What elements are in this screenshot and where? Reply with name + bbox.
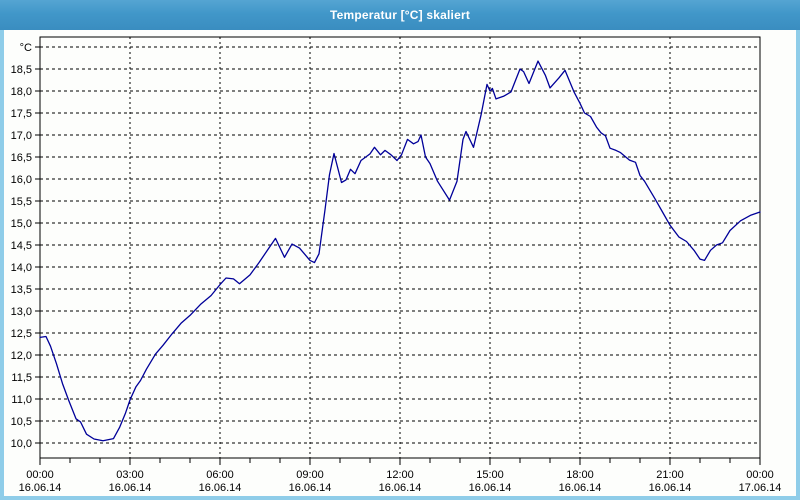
x-tick-date-label: 16.06.14 bbox=[559, 482, 602, 494]
y-tick-label: 16,5 bbox=[11, 152, 32, 164]
x-tick-time-label: 18:00 bbox=[566, 469, 594, 481]
x-tick-time-label: 12:00 bbox=[386, 469, 414, 481]
x-tick-date-label: 16.06.14 bbox=[469, 482, 512, 494]
x-tick-time-label: 06:00 bbox=[206, 469, 234, 481]
x-tick-time-label: 00:00 bbox=[26, 469, 54, 481]
y-tick-label: 11,0 bbox=[11, 394, 32, 406]
x-tick-date-label: 16.06.14 bbox=[109, 482, 152, 494]
x-tick-date-label: 16.06.14 bbox=[649, 482, 692, 494]
window-title: Temperatur [°C] skaliert bbox=[329, 8, 471, 22]
y-tick-label: 10,5 bbox=[11, 416, 32, 428]
y-tick-label: 14,5 bbox=[11, 240, 32, 252]
y-tick-label: 10,0 bbox=[11, 438, 32, 450]
plot-border bbox=[39, 36, 761, 459]
temperature-curve bbox=[39, 60, 761, 442]
y-tick-label: 12,0 bbox=[11, 350, 32, 362]
y-axis-unit-label: °C bbox=[20, 42, 32, 54]
y-tick-label: 17,0 bbox=[11, 130, 32, 142]
y-tick-label: 13,0 bbox=[11, 306, 32, 318]
x-tick-time-label: 00:00 bbox=[746, 469, 774, 481]
y-tick-label: 15,5 bbox=[11, 196, 32, 208]
y-tick-label: 18,0 bbox=[11, 86, 32, 98]
temperature-chart: 10,0 10,5 11,0 11,5 12,0 12,5 13,0 13,5 14,0 14,5… bbox=[11, 36, 782, 494]
y-tick-label: 15,0 bbox=[11, 218, 32, 230]
x-tick-date-label: 16.06.14 bbox=[289, 482, 332, 494]
y-tick-label: 18,5 bbox=[11, 64, 32, 76]
y-tick-label: 16,0 bbox=[11, 174, 32, 186]
x-tick-time-label: 15:00 bbox=[476, 469, 504, 481]
x-tick-time-label: 09:00 bbox=[296, 469, 324, 481]
y-tick-label: 13,5 bbox=[11, 284, 32, 296]
x-tick-date-label: 16.06.14 bbox=[199, 482, 242, 494]
y-tick-label: 17,5 bbox=[11, 108, 32, 120]
y-tick-label: 14,0 bbox=[11, 262, 32, 274]
x-tick-date-label: 16.06.14 bbox=[19, 482, 62, 494]
window-titlebar[interactable]: Temperatur [°C] skaliert bbox=[0, 0, 800, 30]
y-tick-label: 11,5 bbox=[11, 372, 32, 384]
x-tick-time-label: 21:00 bbox=[656, 469, 684, 481]
x-tick-date-label: 16.06.14 bbox=[379, 482, 422, 494]
y-tick-label: 12,5 bbox=[11, 328, 32, 340]
x-tick-time-label: 03:00 bbox=[116, 469, 144, 481]
x-tick-date-label: 17.06.14 bbox=[739, 482, 782, 494]
